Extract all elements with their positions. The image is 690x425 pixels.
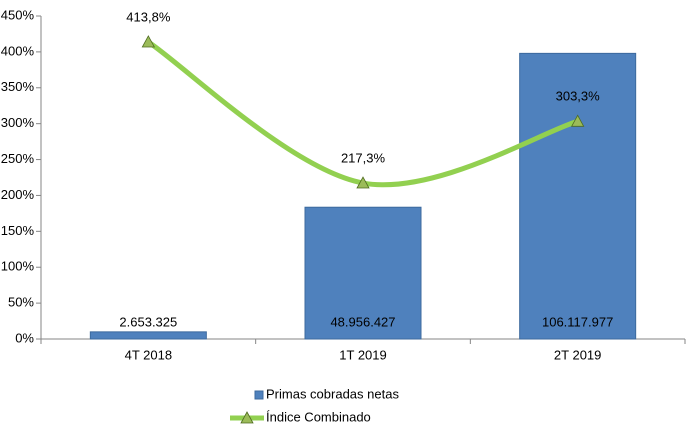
line-marker bbox=[141, 35, 156, 48]
line-marker bbox=[570, 114, 585, 127]
y-tick-label: 400% bbox=[1, 43, 35, 58]
y-tick-label: 350% bbox=[1, 79, 35, 94]
bar-value-label: 2.653.325 bbox=[119, 314, 177, 329]
y-tick-label: 100% bbox=[1, 259, 35, 274]
y-tick-label: 450% bbox=[1, 7, 35, 22]
legend-label: Primas cobradas netas bbox=[266, 386, 399, 401]
x-tick-label: 1T 2019 bbox=[339, 347, 386, 362]
y-tick-label: 200% bbox=[1, 187, 35, 202]
y-tick-label: 0% bbox=[15, 330, 34, 345]
y-tick-label: 250% bbox=[1, 151, 35, 166]
line-value-label: 413,8% bbox=[126, 9, 171, 24]
line-value-label: 303,3% bbox=[556, 89, 601, 104]
bar-value-label: 106.117.977 bbox=[542, 314, 613, 329]
bar bbox=[89, 331, 207, 340]
bar-value-label: 48.956.427 bbox=[330, 314, 395, 329]
legend-swatch bbox=[254, 390, 264, 400]
legend-marker bbox=[240, 411, 254, 424]
y-tick-label: 50% bbox=[8, 295, 34, 310]
bar bbox=[519, 52, 637, 340]
legend-label: Índice Combinado bbox=[266, 409, 371, 424]
x-tick-label: 2T 2019 bbox=[554, 347, 601, 362]
y-tick-label: 300% bbox=[1, 115, 35, 130]
line-marker bbox=[356, 176, 370, 189]
line-value-label: 217,3% bbox=[341, 150, 386, 165]
y-tick-label: 150% bbox=[1, 223, 35, 238]
x-tick-label: 4T 2018 bbox=[125, 347, 172, 362]
bar bbox=[304, 206, 422, 340]
